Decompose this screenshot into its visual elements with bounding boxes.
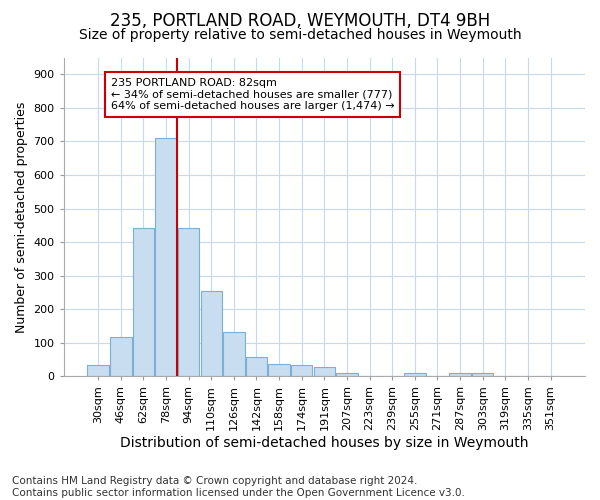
Bar bbox=[291, 364, 313, 376]
Bar bbox=[472, 373, 493, 376]
Bar bbox=[133, 228, 154, 376]
Bar bbox=[88, 364, 109, 376]
Bar bbox=[449, 373, 471, 376]
Y-axis label: Number of semi-detached properties: Number of semi-detached properties bbox=[15, 101, 28, 332]
Bar bbox=[110, 337, 131, 376]
Bar bbox=[223, 332, 245, 376]
Text: Contains HM Land Registry data © Crown copyright and database right 2024.
Contai: Contains HM Land Registry data © Crown c… bbox=[12, 476, 465, 498]
X-axis label: Distribution of semi-detached houses by size in Weymouth: Distribution of semi-detached houses by … bbox=[120, 436, 529, 450]
Bar bbox=[314, 367, 335, 376]
Bar bbox=[200, 290, 222, 376]
Text: 235 PORTLAND ROAD: 82sqm
← 34% of semi-detached houses are smaller (777)
64% of : 235 PORTLAND ROAD: 82sqm ← 34% of semi-d… bbox=[110, 78, 394, 111]
Bar bbox=[246, 357, 267, 376]
Text: 235, PORTLAND ROAD, WEYMOUTH, DT4 9BH: 235, PORTLAND ROAD, WEYMOUTH, DT4 9BH bbox=[110, 12, 490, 30]
Bar bbox=[155, 138, 177, 376]
Bar bbox=[336, 373, 358, 376]
Bar bbox=[178, 228, 199, 376]
Text: Size of property relative to semi-detached houses in Weymouth: Size of property relative to semi-detach… bbox=[79, 28, 521, 42]
Bar bbox=[404, 373, 425, 376]
Bar bbox=[268, 364, 290, 376]
